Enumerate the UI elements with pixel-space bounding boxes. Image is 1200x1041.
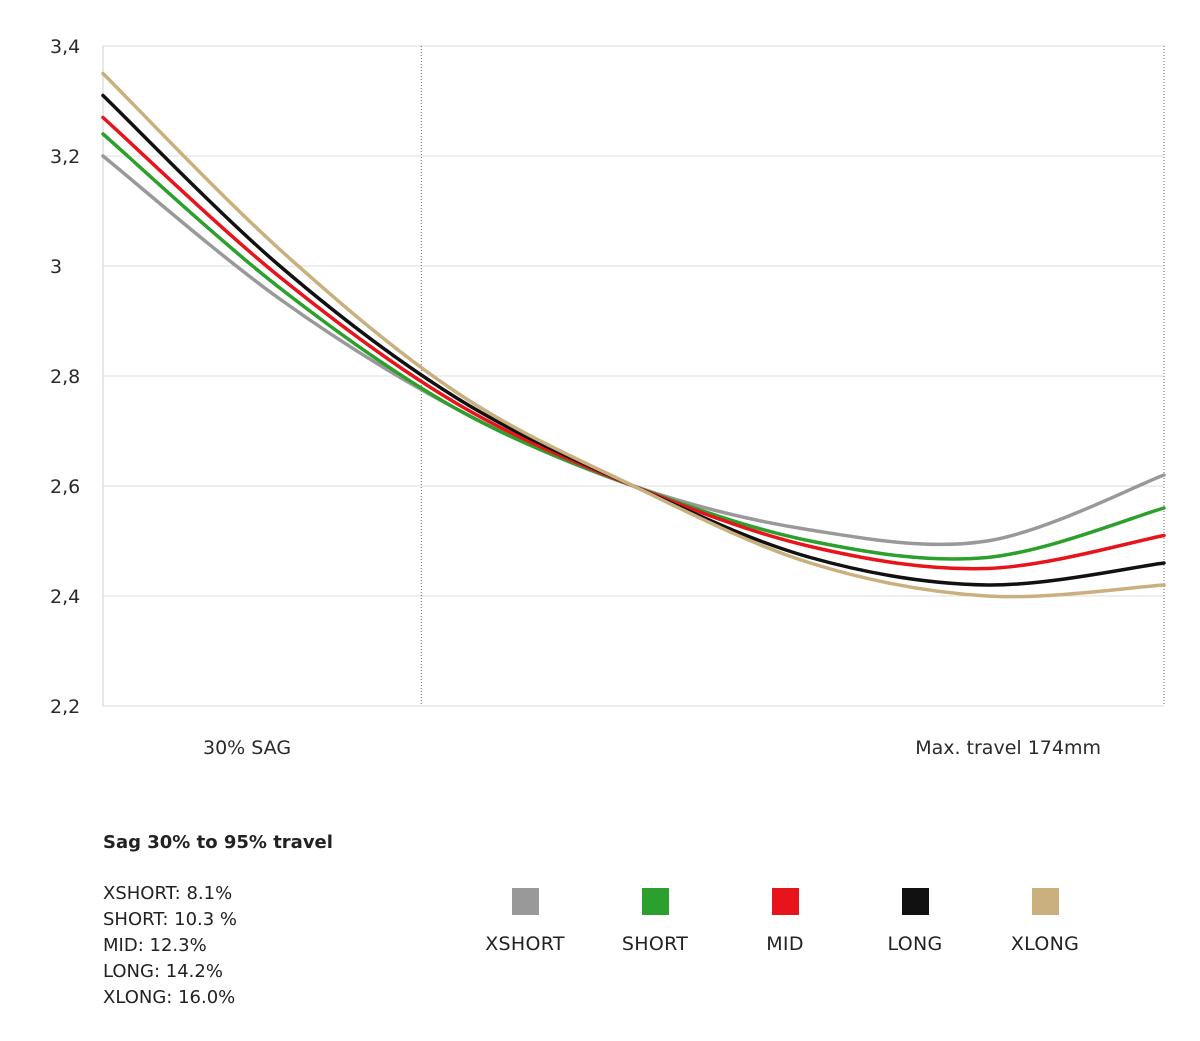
legend-label-short: SHORT xyxy=(621,933,689,955)
legend-label-xshort: XSHORT xyxy=(485,933,565,955)
summary-line-short: SHORT: 10.3 % xyxy=(103,909,238,930)
y-tick-label: 3 xyxy=(50,256,62,278)
chart-legend: XSHORT SHORT MID LONG XLONG xyxy=(460,888,1120,968)
summary-line-long: LONG: 14.2% xyxy=(103,961,223,982)
summary-line-xlong: XLONG: 16.0% xyxy=(103,987,236,1008)
y-tick-label: 2,6 xyxy=(50,476,80,498)
x-markers: 30% SAG Max. travel 174mm xyxy=(203,46,1165,759)
legend-item-xshort: XSHORT xyxy=(460,888,590,955)
marker-label-sag: 30% SAG xyxy=(203,737,291,759)
series-line-mid xyxy=(101,115,1166,571)
series-line-long xyxy=(101,93,1166,587)
chart-series xyxy=(101,71,1166,599)
legend-item-short: SHORT xyxy=(590,888,720,955)
legend-swatch-mid xyxy=(771,888,799,915)
legend-swatch-short xyxy=(641,888,669,915)
series-line-short xyxy=(101,132,1166,561)
y-axis-ticks: 3,4 3,2 3 2,8 2,6 2,4 2,2 xyxy=(50,36,80,718)
y-tick-label: 2,8 xyxy=(50,366,80,388)
sag-summary: Sag 30% to 95% travel XSHORT: 8.1% SHORT… xyxy=(103,832,423,1011)
marker-label-max-travel: Max. travel 174mm xyxy=(915,737,1101,759)
summary-list: XSHORT: 8.1% SHORT: 10.3 % MID: 12.3% LO… xyxy=(103,881,423,1011)
legend-label-xlong: XLONG xyxy=(1010,933,1080,955)
leverage-ratio-chart: 3,4 3,2 3 2,8 2,6 2,4 2,2 30% SAG Max. travel 1… xyxy=(50,36,1166,759)
legend-label-long: LONG xyxy=(887,933,943,955)
legend-swatch-long xyxy=(901,888,929,915)
summary-title: Sag 30% to 95% travel xyxy=(103,832,333,853)
summary-line-xshort: XSHORT: 8.1% xyxy=(103,883,233,904)
series-line-xlong xyxy=(101,71,1166,599)
y-tick-label: 2,2 xyxy=(50,696,80,718)
y-tick-label: 3,2 xyxy=(50,146,80,168)
legend-swatch-xlong xyxy=(1031,888,1059,915)
chart-grid xyxy=(102,45,1164,707)
y-tick-label: 3,4 xyxy=(50,36,80,58)
summary-line-mid: MID: 12.3% xyxy=(103,935,207,956)
y-tick-label: 2,4 xyxy=(50,586,80,608)
legend-label-mid: MID xyxy=(766,933,804,955)
legend-item-long: LONG xyxy=(850,888,980,955)
legend-swatch-xshort xyxy=(511,888,539,915)
legend-item-xlong: XLONG xyxy=(980,888,1110,955)
legend-item-mid: MID xyxy=(720,888,850,955)
